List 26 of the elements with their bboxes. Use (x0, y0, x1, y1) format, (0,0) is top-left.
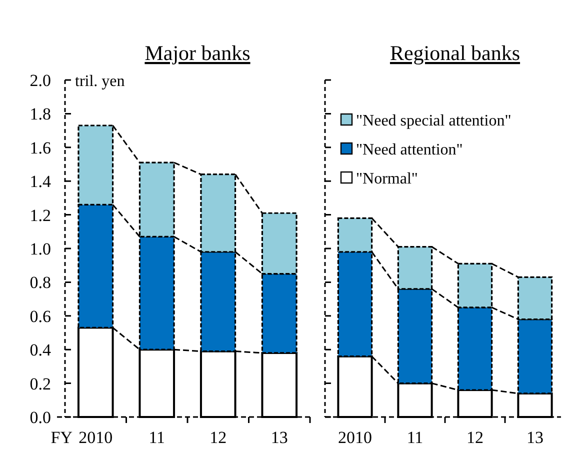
y-tick-label: 0.0 (30, 408, 51, 427)
chart-title: Major banks (144, 41, 250, 65)
legend-label: "Need special attention" (356, 112, 512, 130)
x-tick-label: 13 (270, 428, 288, 447)
x-tick-label: 2010 (78, 428, 113, 447)
legend-label: "Need attention" (356, 142, 463, 159)
x-axis-title: FY (50, 428, 72, 447)
y-tick-label: 0.8 (30, 273, 51, 292)
y-tick-label: 0.4 (30, 340, 52, 360)
y-tick-label: 0.6 (30, 306, 51, 326)
x-tick-label: 2010 (338, 428, 372, 447)
x-tick-label: 11 (148, 428, 166, 447)
y-axis-title: tril. yen (75, 73, 125, 90)
y-tick-label: 1.6 (30, 138, 51, 158)
y-tick-label: 2.0 (30, 70, 51, 90)
x-tick-label: 11 (406, 428, 424, 447)
x-tick-label: 12 (466, 428, 484, 447)
y-tick-label: 0.2 (30, 374, 51, 394)
x-tick-label: 13 (526, 428, 544, 447)
y-tick-label: 1.8 (30, 104, 51, 124)
chart-title: Regional banks (390, 41, 520, 65)
x-tick-label: 12 (210, 428, 227, 447)
y-tick-label: 1.4 (30, 172, 52, 192)
legend-label: "Normal" (356, 170, 418, 188)
y-tick-label: 1.2 (30, 206, 51, 225)
y-tick-label: 1.0 (30, 239, 51, 258)
